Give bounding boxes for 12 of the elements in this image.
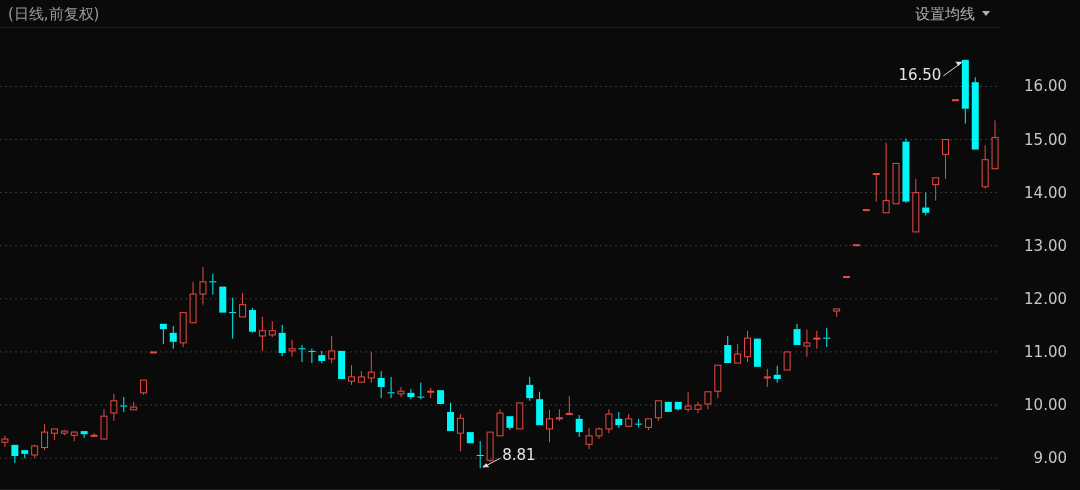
y-tick-label: 11.00: [1024, 342, 1067, 361]
y-tick-label: 12.00: [1024, 289, 1067, 308]
y-tick-label: 9.00: [1033, 449, 1067, 468]
y-tick-label: 13.00: [1024, 236, 1067, 255]
y-tick-label: 14.00: [1024, 183, 1067, 202]
y-tick-label: 10.00: [1024, 396, 1067, 415]
annotation: 8.81: [502, 446, 536, 465]
y-tick-label: 15.00: [1024, 130, 1067, 149]
chart-subtitle: (日线,前复权): [8, 5, 100, 23]
text: 设置均线: [915, 5, 975, 23]
annotation: 16.50: [898, 65, 942, 84]
y-tick-label: 16.00: [1024, 77, 1067, 96]
